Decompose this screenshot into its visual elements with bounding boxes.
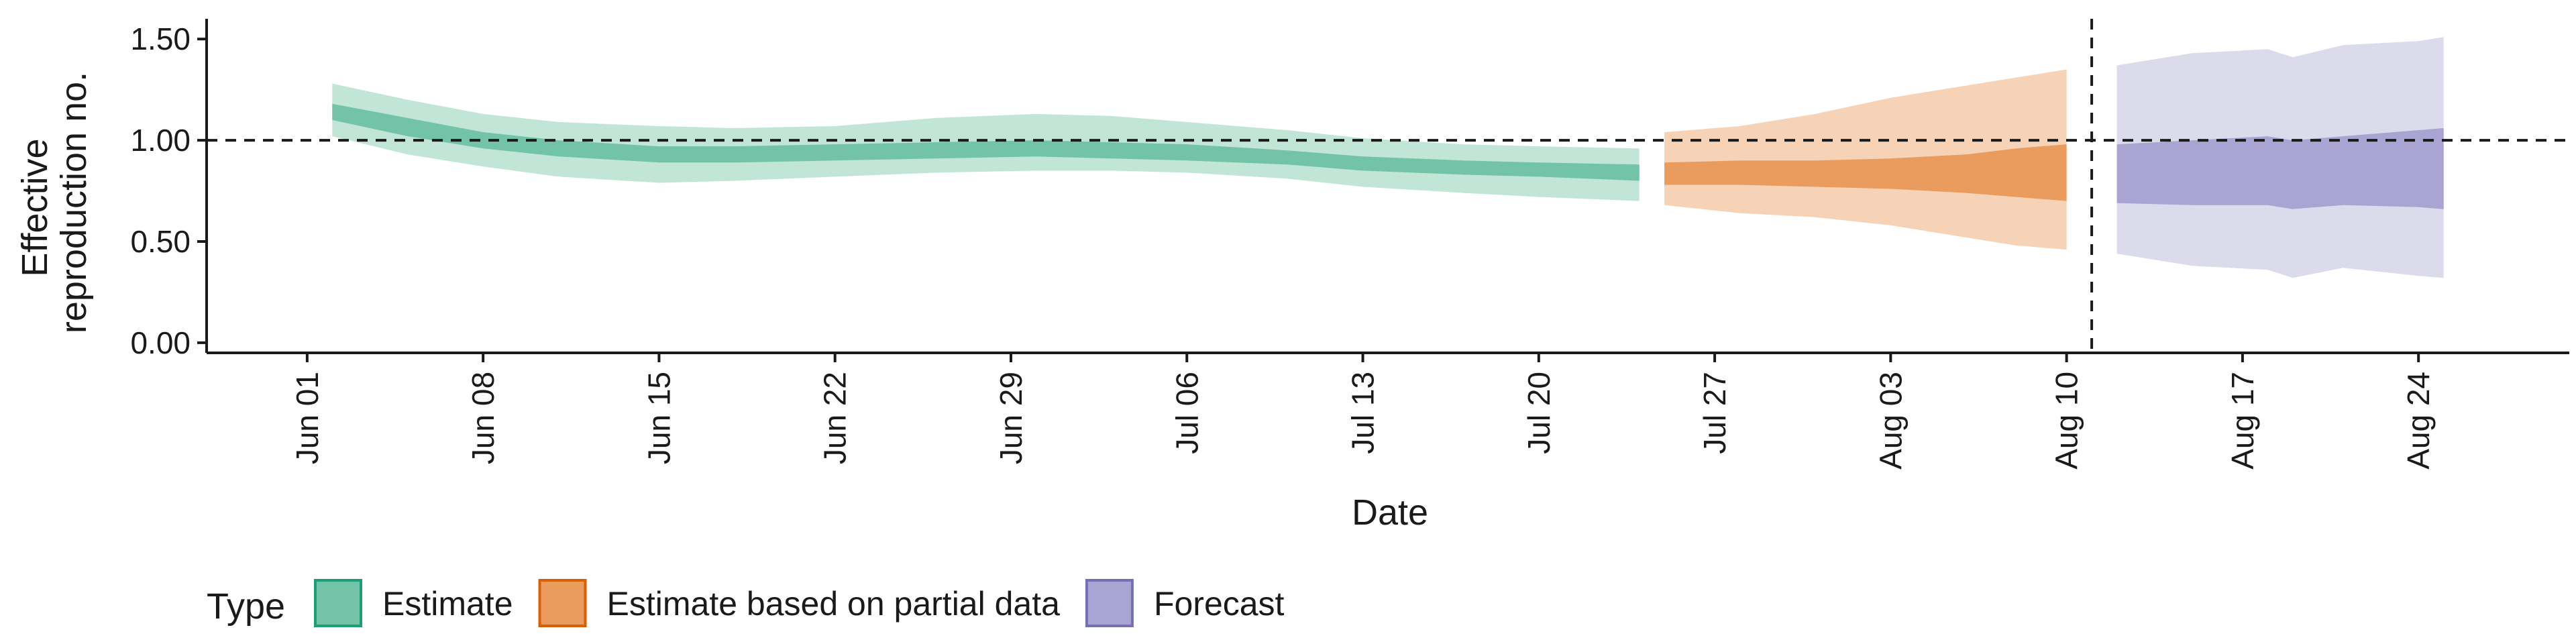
x-tick-label: Jul 20	[1521, 372, 1556, 454]
y-axis-title-line-1: Effective	[15, 138, 55, 276]
x-tick-label: Aug 17	[2225, 372, 2260, 470]
x-tick-label: Aug 10	[2049, 372, 2084, 470]
x-tick-label: Aug 24	[2401, 372, 2436, 470]
y-axis-title: Effective reproduction no.	[15, 72, 94, 333]
x-tick-label: Jun 08	[466, 372, 500, 464]
axes: 0.00 0.50 1.00 1.50 Jun 01 Jun 08 Jun 15 Jun 22…	[130, 19, 2569, 470]
legend-swatch-estimate-based-on-partial-data	[538, 579, 587, 627]
legend-swatch-estimate	[314, 579, 362, 627]
band-50-forecast	[2116, 128, 2444, 209]
uncertainty-bands	[332, 37, 2444, 278]
x-tick-label: Jun 22	[818, 372, 853, 464]
y-tick-label: 1.50	[130, 21, 191, 56]
x-tick-label: Jun 15	[641, 372, 676, 464]
legend-swatch-forecast	[1085, 579, 1134, 627]
legend-title: Type	[207, 586, 285, 627]
band-50-estimate	[332, 103, 1640, 181]
y-tick-label: 0.00	[130, 325, 191, 360]
x-tick-label: Jul 06	[1169, 372, 1204, 454]
x-tick-label: Aug 03	[1873, 372, 1908, 470]
x-tick-label: Jun 29	[994, 372, 1028, 464]
legend-label-estimate-based-on-partial-data: Estimate based on partial data	[607, 585, 1061, 623]
legend-label-estimate: Estimate	[382, 585, 513, 623]
y-axis-title-line-2: reproduction no.	[54, 72, 94, 333]
x-tick-label: Jun 01	[290, 372, 325, 464]
legend-label-forecast: Forecast	[1154, 585, 1285, 623]
band-50-estimate-based-on-partial-data	[1664, 144, 2067, 201]
x-axis-title: Date	[1352, 492, 1428, 533]
y-tick-label: 1.00	[130, 123, 191, 158]
x-tick-label: Jul 27	[1697, 372, 1732, 454]
legend: Type Estimate Estimate based on partial d…	[207, 579, 1285, 627]
y-tick-label: 0.50	[130, 224, 191, 259]
x-tick-label: Jul 13	[1346, 372, 1381, 454]
